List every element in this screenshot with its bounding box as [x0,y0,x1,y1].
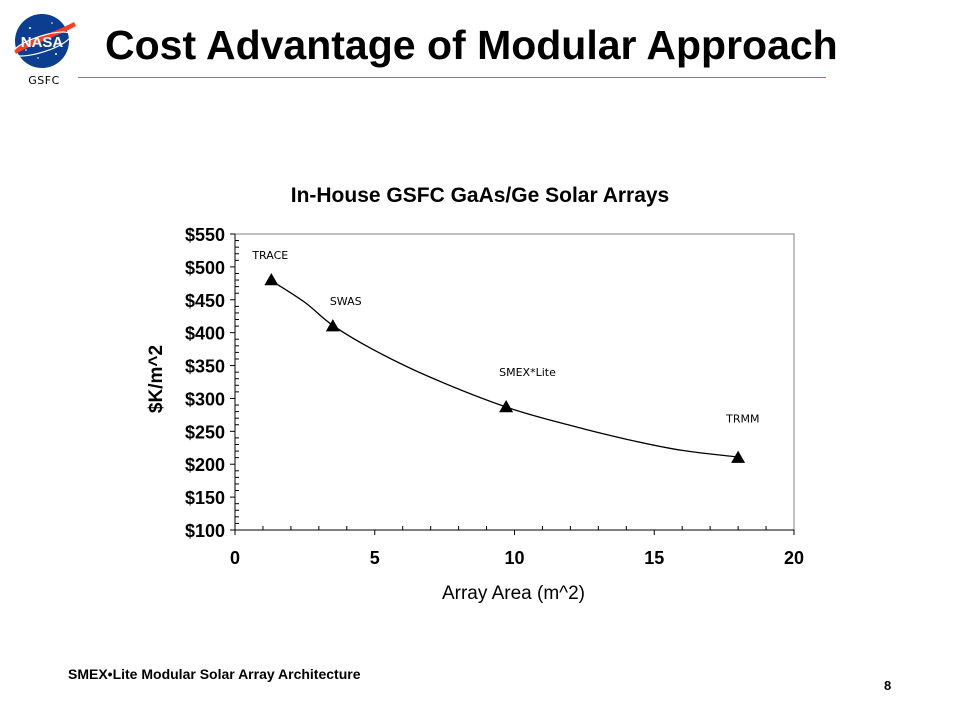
y-axis-label: $K/m^2 [146,345,167,413]
y-tick-label: $550 [185,225,225,245]
y-tick-label: $100 [185,521,225,541]
y-tick-label: $200 [185,455,225,475]
y-tick-label: $350 [185,357,225,377]
x-tick-label: 10 [504,548,524,568]
data-label: SWAS [330,295,362,308]
data-label: TRMM [725,413,759,426]
logo-caption: GSFC [28,74,60,87]
data-point-swas [325,319,340,332]
nasa-meatball-icon: NASA [12,14,76,68]
y-tick-label: $400 [185,324,225,344]
y-tick-label: $300 [185,389,225,409]
trend-line [270,280,739,458]
y-tick-label: $250 [185,422,225,442]
chart-title: In-House GSFC GaAs/Ge Solar Arrays [290,184,670,207]
x-tick-label: 15 [644,548,664,568]
x-tick-label: 20 [784,548,804,568]
nasa-logo: NASA GSFC [8,8,80,88]
footer-text: SMEX•Lite Modular Solar Array Architectu… [68,666,361,682]
y-tick-label: $150 [185,488,225,508]
x-tick-label: 0 [230,548,240,568]
data-label: SMEX*Lite [499,366,556,379]
y-tick-label: $500 [185,258,225,278]
x-axis-label: Array Area (m^2) [442,583,585,604]
data-point-smexlite [499,399,514,413]
nasa-logo-text: NASA [21,34,64,51]
data-point-trace [264,273,279,286]
x-tick-label: 5 [370,548,380,568]
title-divider [78,77,826,78]
page-number: 8 [884,678,892,693]
data-point-trmm [731,450,746,463]
y-tick-label: $450 [185,291,225,311]
plot-area [234,233,795,531]
slide-title: Cost Advantage of Modular Approach [105,22,838,68]
data-label: TRACE [251,249,288,262]
